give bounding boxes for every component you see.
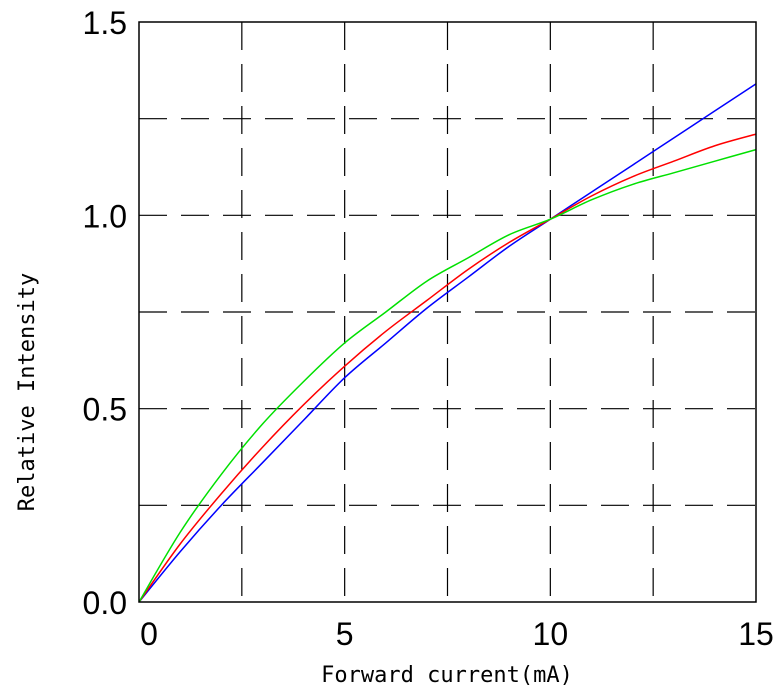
x-axis-title: Forward current(mA) (321, 663, 573, 688)
x-tick-label-3: 15 (738, 616, 774, 652)
series-line-2 (138, 148, 757, 603)
plot-frame (138, 21, 757, 603)
y-axis-title: Relative Intensity (15, 273, 40, 511)
y-tick-label-0: 0.0 (83, 585, 127, 621)
y-tick-label-1: 0.5 (83, 392, 127, 428)
y-tick-labels: 0.0 0.5 1.0 1.5 (83, 5, 127, 621)
x-tick-label-2: 10 (533, 616, 569, 652)
series-lines (138, 83, 757, 603)
x-tick-labels: 0 5 10 15 (140, 616, 774, 652)
series-line-1 (138, 133, 757, 603)
grid-lines (139, 22, 756, 602)
series-line-0 (138, 83, 757, 603)
y-tick-label-3: 1.5 (83, 5, 127, 41)
x-tick-label-1: 5 (336, 616, 354, 652)
x-tick-label-0: 0 (140, 616, 158, 652)
y-tick-label-2: 1.0 (83, 198, 127, 234)
